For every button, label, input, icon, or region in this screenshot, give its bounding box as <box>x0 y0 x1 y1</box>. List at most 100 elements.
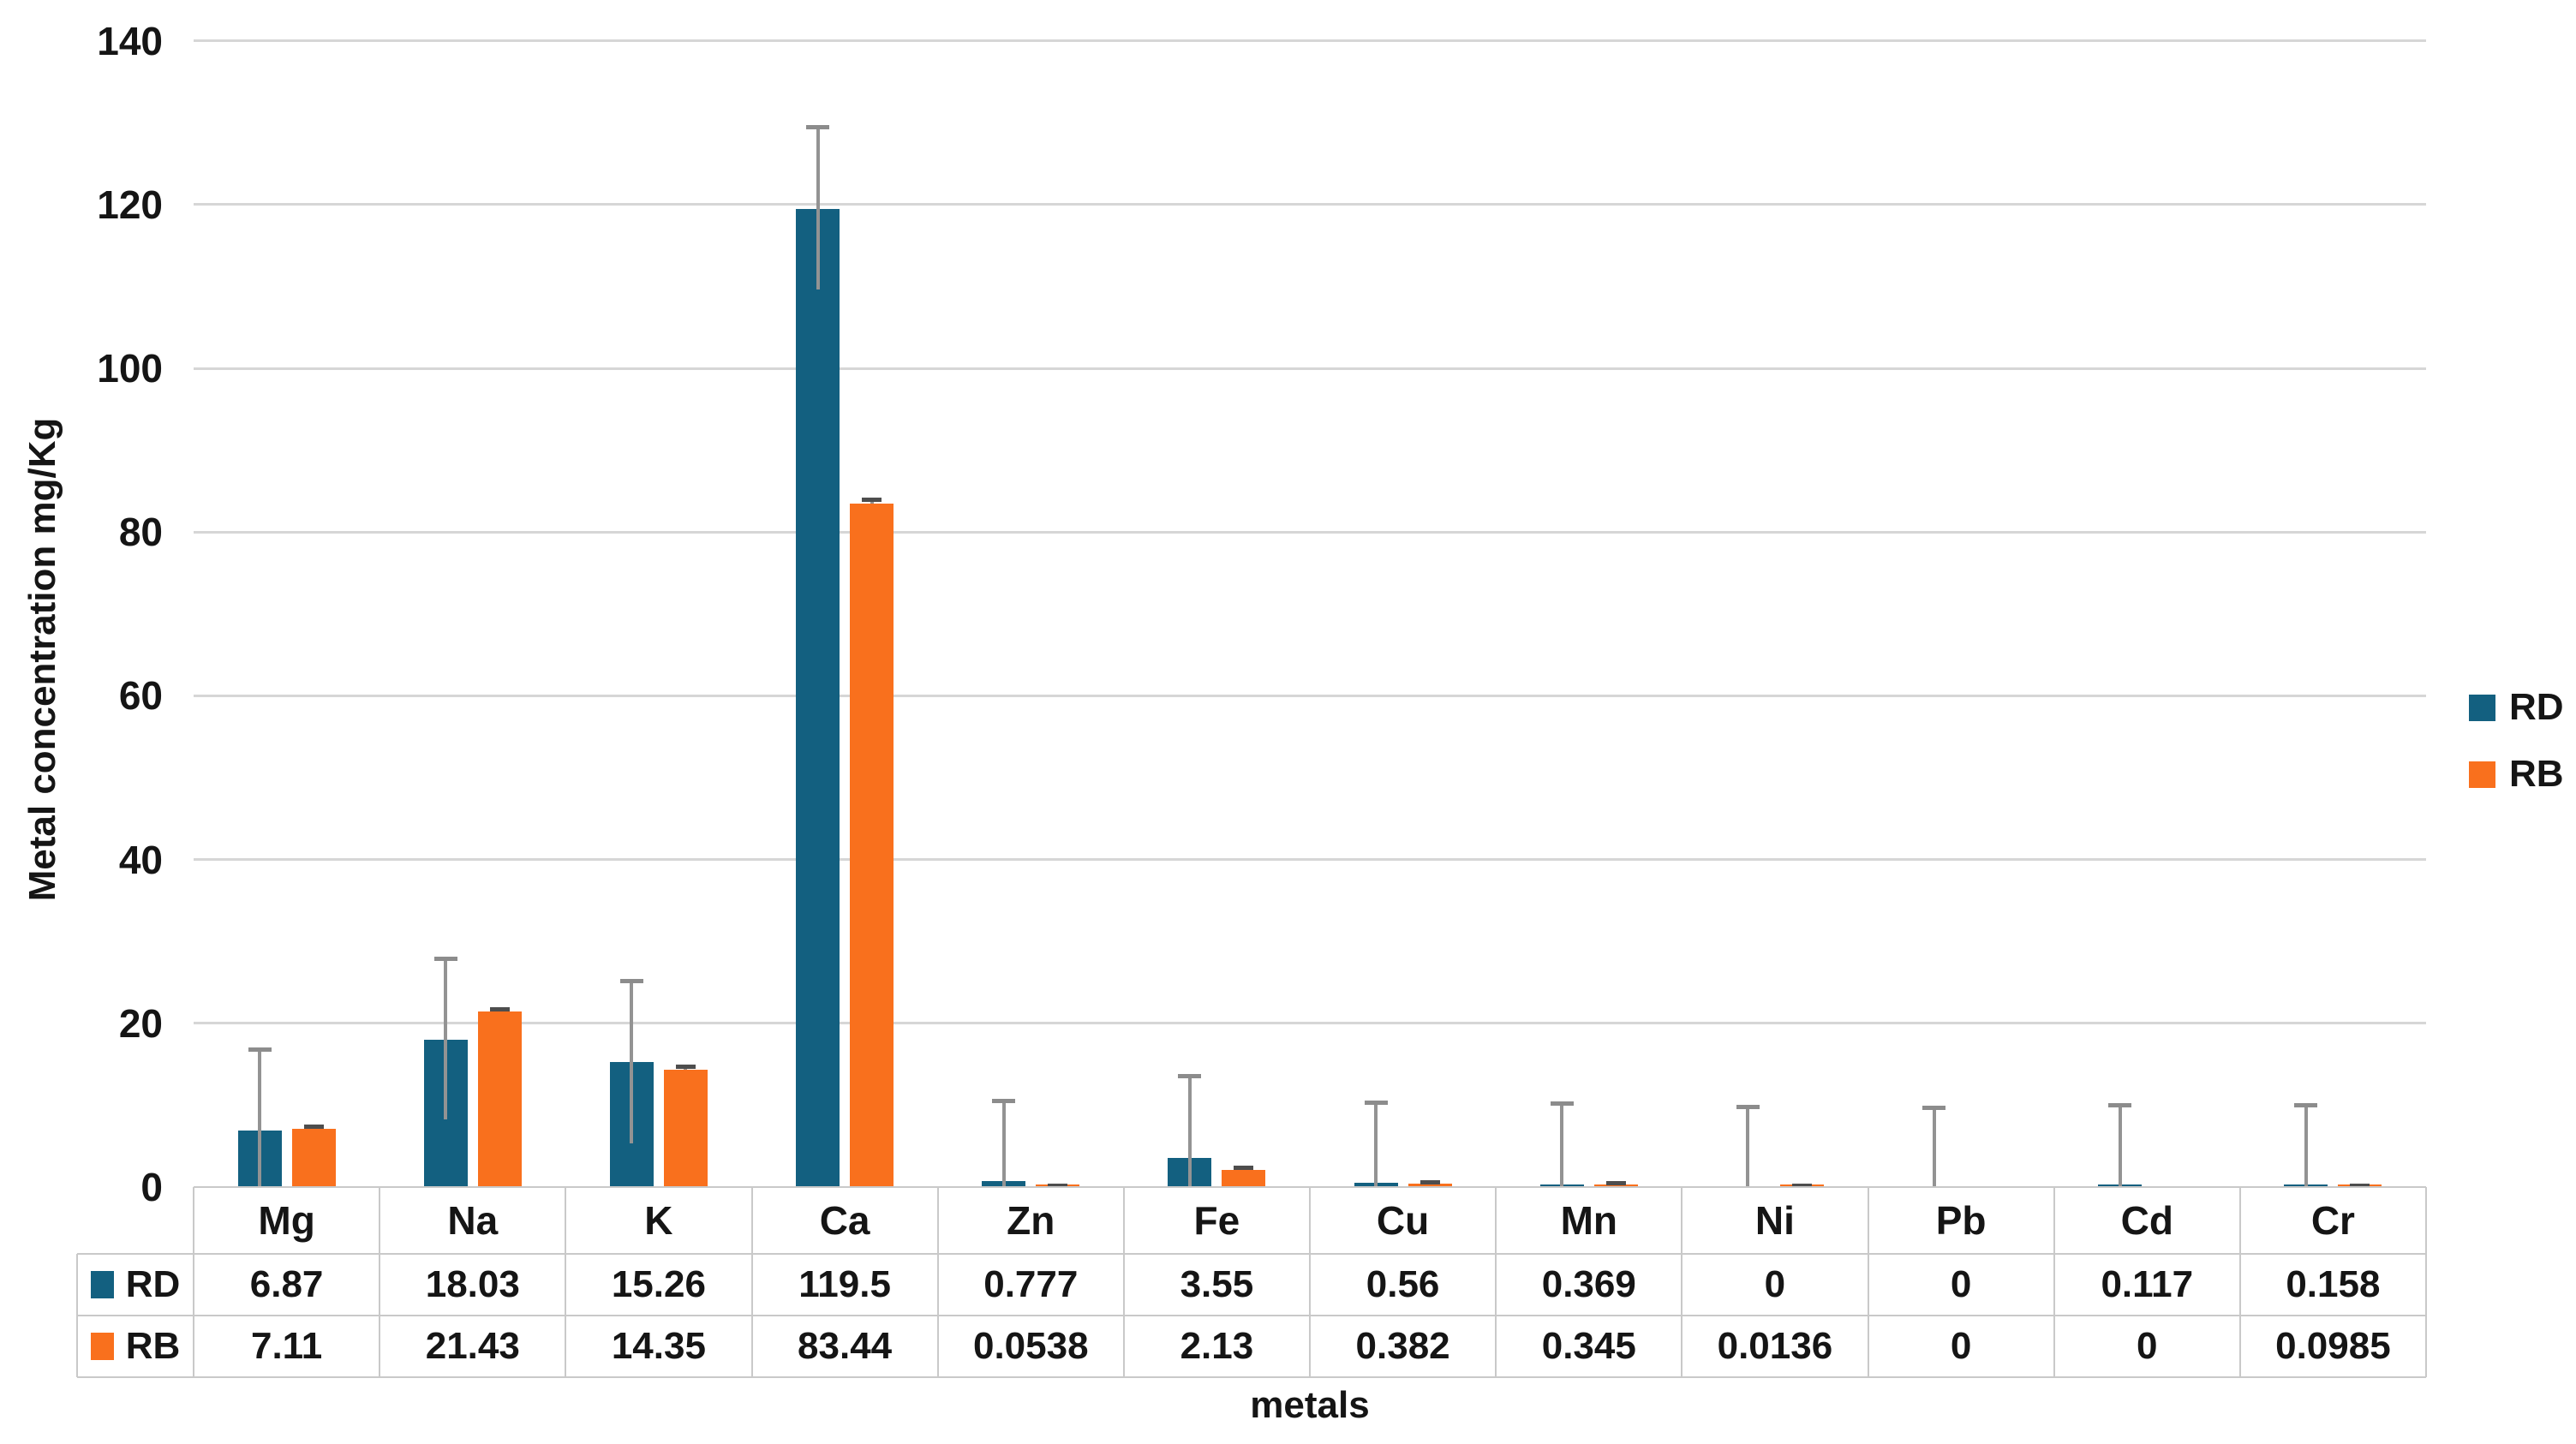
bar-rb-cu <box>1408 1184 1452 1187</box>
error-bar-cap <box>862 498 882 502</box>
rb-legend-swatch-icon <box>2469 761 2495 788</box>
table-value-rb-cu: 0.382 <box>1355 1325 1450 1367</box>
table-value-rb-ni: 0.0136 <box>1717 1325 1833 1367</box>
error-bar-cap <box>248 1047 272 1053</box>
table-header-ca: Ca <box>819 1198 870 1243</box>
table-border <box>565 1187 567 1377</box>
error-bar-cap <box>619 979 643 983</box>
table-value-rd-k: 15.26 <box>611 1263 706 1305</box>
table-value-rb-k: 14.35 <box>611 1325 706 1367</box>
x-axis-title: metals <box>1250 1384 1370 1426</box>
bar-rb-mn <box>1593 1184 1638 1187</box>
error-bar-cap <box>1550 1101 1574 1107</box>
error-bar-stem <box>1374 1102 1378 1187</box>
error-bar-cap <box>1736 1104 1760 1109</box>
table-border <box>77 1253 2426 1255</box>
table-border <box>1681 1187 1683 1377</box>
gridline <box>194 39 2426 43</box>
gridline <box>194 367 2426 370</box>
error-bar-cap <box>1178 1074 1202 1078</box>
table-series-rd: RD <box>77 1254 194 1316</box>
table-header-mn: Mn <box>1560 1198 1617 1243</box>
error-bar-stem <box>1001 1101 1006 1187</box>
error-bar-cap <box>489 1007 510 1012</box>
y-tick-label: 40 <box>118 837 163 882</box>
bar-rb-ca <box>850 504 894 1187</box>
error-bar-cap <box>1922 1105 1946 1110</box>
legend-item-rb: RB <box>2469 755 2564 793</box>
error-bar-cap <box>1419 1180 1440 1185</box>
error-bar-cap <box>1048 1183 1068 1188</box>
table-header-k: K <box>644 1198 673 1243</box>
table-border <box>77 1376 2426 1378</box>
error-bar-stem <box>258 1049 262 1187</box>
error-bar-cap <box>806 125 830 130</box>
error-bar-stem <box>1560 1103 1564 1187</box>
legend-item-rd: RD <box>2469 689 2564 726</box>
table-value-rd-cr: 0.158 <box>2286 1263 2381 1305</box>
error-bar-cap <box>2294 1103 2318 1108</box>
error-bar-cap <box>1605 1180 1626 1185</box>
error-bar-stem <box>2118 1105 2122 1187</box>
table-border <box>1122 1187 1125 1377</box>
error-bar-cap <box>1234 1165 1254 1170</box>
table-border <box>936 1187 939 1377</box>
table-series-label: RD <box>125 1263 181 1305</box>
gridline <box>194 530 2426 534</box>
table-border <box>750 1187 753 1377</box>
y-tick-label: 100 <box>97 346 163 391</box>
error-bar-cap <box>2350 1183 2370 1188</box>
table-value-rd-na: 18.03 <box>425 1263 520 1305</box>
table-value-rd-cu: 0.56 <box>1366 1263 1440 1305</box>
rb-table-swatch-icon <box>90 1333 114 1360</box>
rd-legend-swatch-icon <box>2469 694 2495 721</box>
gridline <box>194 858 2426 862</box>
table-header-mg: Mg <box>258 1198 315 1243</box>
error-bar-stem <box>444 958 448 1120</box>
error-bar-cap <box>992 1099 1016 1104</box>
error-bar-stem <box>1746 1107 1750 1187</box>
table-value-rd-cd: 0.117 <box>2101 1263 2194 1305</box>
error-bar-cap <box>303 1124 324 1129</box>
legend-label-rd: RD <box>2509 686 2564 728</box>
table-border <box>1867 1187 1869 1377</box>
table-value-rb-cd: 0 <box>2137 1325 2158 1367</box>
table-header-fe: Fe <box>1193 1198 1240 1243</box>
table-value-rd-ca: 119.5 <box>798 1263 891 1305</box>
y-tick-label: 60 <box>118 673 163 719</box>
error-bar-cap <box>1791 1184 1812 1189</box>
table-value-rb-fe: 2.13 <box>1180 1325 1254 1367</box>
rd-table-swatch-icon <box>90 1271 114 1298</box>
table-border <box>193 1187 194 1377</box>
table-value-rb-zn: 0.0538 <box>972 1325 1089 1367</box>
table-header-cd: Cd <box>2120 1198 2173 1243</box>
table-value-rd-mg: 6.87 <box>249 1263 324 1305</box>
error-bar-cap <box>2108 1102 2132 1107</box>
table-header-ni: Ni <box>1754 1198 1795 1243</box>
gridline <box>194 203 2426 206</box>
table-value-rb-cr: 0.0985 <box>2275 1325 2391 1367</box>
bar-rb-k <box>663 1069 708 1187</box>
table-value-rd-fe: 3.55 <box>1180 1263 1254 1305</box>
error-bar-cap <box>1364 1101 1388 1106</box>
error-bar-cap <box>675 1065 696 1070</box>
table-series-rb: RB <box>77 1316 194 1377</box>
table-value-rb-pb: 0 <box>1950 1325 1972 1367</box>
gridline <box>194 694 2426 697</box>
table-value-rd-pb: 0 <box>1950 1263 1972 1305</box>
table-value-rd-mn: 0.369 <box>1541 1263 1636 1305</box>
table-value-rb-ca: 83.44 <box>798 1325 893 1367</box>
table-border <box>1495 1187 1497 1377</box>
error-bar-stem <box>630 981 634 1143</box>
y-tick-label: 80 <box>118 510 163 555</box>
table-border <box>76 1254 78 1377</box>
table-border <box>1309 1187 1311 1377</box>
table-header-cu: Cu <box>1376 1198 1430 1243</box>
bar-rb-na <box>477 1011 522 1187</box>
table-header-pb: Pb <box>1935 1198 1987 1243</box>
table-value-rb-na: 21.43 <box>425 1325 520 1367</box>
y-tick-label: 0 <box>140 1165 163 1209</box>
error-bar-stem <box>1932 1107 1936 1187</box>
table-header-cr: Cr <box>2310 1198 2355 1243</box>
